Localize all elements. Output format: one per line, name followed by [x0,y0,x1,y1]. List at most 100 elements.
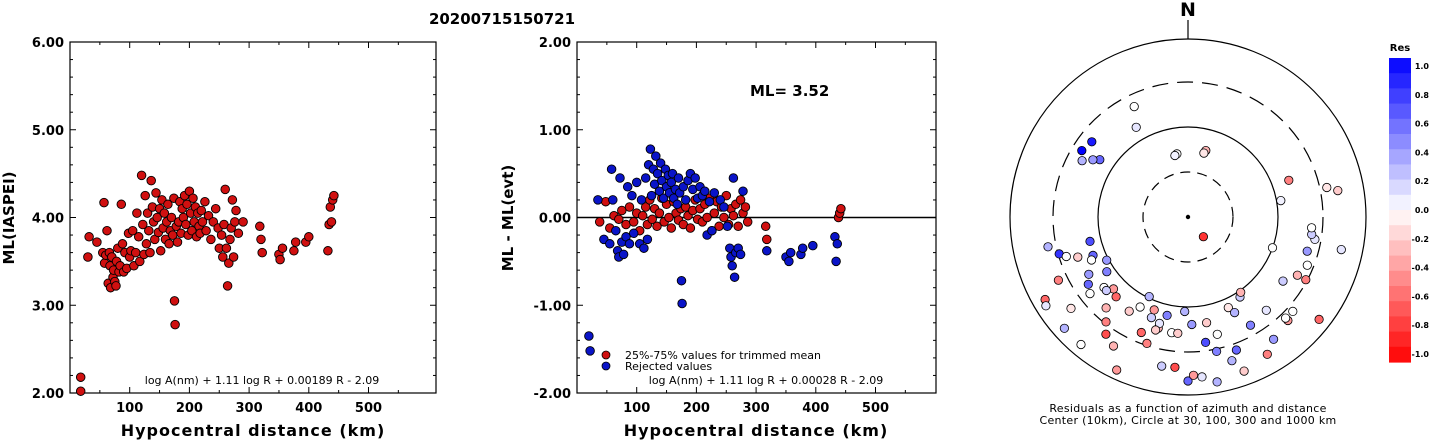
station-marker [1212,329,1222,339]
station-marker [1041,301,1051,311]
data-point [136,170,147,181]
colorbar-cell [1389,134,1411,150]
x-tick-label: 300 [743,401,770,416]
data-point [196,205,207,216]
station-marker [1336,245,1346,255]
y-tick-label: 2.00 [539,36,571,51]
data-point [784,256,794,267]
colorbar-cell [1389,255,1411,272]
data-point [144,225,154,236]
data-point [680,195,691,205]
data-point [84,232,94,242]
data-point [605,239,615,249]
data-point [636,195,647,205]
station-marker [1302,260,1312,270]
station-marker [1284,175,1294,185]
data-point [233,228,244,239]
data-point [722,221,733,232]
data-point [206,234,216,245]
data-point [639,243,649,253]
station-marker [1199,148,1209,158]
station-marker [1142,338,1152,348]
station-marker [1135,302,1145,312]
colorbar-cell [1389,149,1411,165]
station-marker [1276,196,1286,206]
data-point [785,247,796,258]
x-axis-label: Hypocentral distance (km) [624,421,889,440]
y-tick-label: 6.00 [32,36,64,51]
x-tick-label: 400 [802,401,829,416]
data-point [735,249,746,260]
data-point [700,186,710,196]
data-point [228,252,239,262]
station-marker [1136,327,1146,338]
colorbar-cell [1389,179,1411,196]
station-marker [1157,361,1167,371]
data-point [75,372,86,382]
regression-formula: log A(nm) + 1.11 log R + 0.00028 R - 2.0… [649,374,883,387]
data-point [606,164,617,174]
station-marker [1314,314,1324,324]
data-point [631,177,642,188]
data-point [181,219,191,230]
data-point [188,193,198,203]
data-point [130,247,141,258]
station-marker [1267,243,1278,253]
station-marker [1101,303,1111,313]
data-point [257,247,267,258]
station-marker [1151,325,1161,335]
data-point [231,205,241,216]
colorbar-cell [1389,194,1411,211]
data-point [230,217,240,227]
data-point [151,188,161,198]
colorbar-tick-label: 0.8 [1415,91,1430,100]
x-tick-label: 500 [355,401,382,416]
data-point [727,261,737,271]
range-circle-1000km [1009,38,1367,396]
data-point [201,225,211,236]
x-tick-label: 200 [176,401,203,416]
data-point [657,175,667,186]
colorbar-tick-label: 0.6 [1415,120,1430,129]
data-point [323,246,333,256]
data-point [152,212,162,223]
data-point [614,214,624,225]
station-marker [1129,102,1139,112]
map-caption-line1: Residuals as a function of azimuth and d… [1049,402,1326,415]
station-marker [1131,122,1141,132]
station-marker [1084,269,1094,279]
data-point [628,228,639,239]
data-point [622,182,633,192]
data-point [75,386,86,396]
x-tick-label: 500 [862,401,889,416]
x-axis-label: Hypocentral distance (km) [121,421,386,440]
data-point [651,151,661,161]
colorbar-cell [1389,316,1411,333]
station-marker [1212,346,1222,356]
data-point [99,197,109,208]
colorbar-tick-label: 0.0 [1415,206,1430,215]
data-point [637,210,648,221]
data-point [584,331,594,341]
data-point [224,258,234,268]
data-point [642,234,653,245]
data-point [220,184,230,195]
station-marker [1288,306,1298,316]
colorbar-cell [1389,346,1411,363]
data-point [831,256,841,267]
data-point [615,173,625,183]
colorbar-cell [1389,58,1411,74]
legend: 25%-75% values for trimmed mean Rejected… [601,349,821,373]
station-marker [1173,328,1183,338]
y-axis-label: ML - ML(evt) [499,165,517,271]
station-marker [1108,341,1119,351]
data-point [210,203,221,214]
station-marker [1188,370,1199,380]
y-tick-label: 2.00 [32,387,64,402]
station-marker [1101,317,1111,327]
data-point [719,202,729,212]
station-marker [1230,307,1240,318]
data-point [117,239,128,249]
colorbar-tick-label: -0.2 [1412,235,1430,244]
station-marker [1292,270,1303,280]
